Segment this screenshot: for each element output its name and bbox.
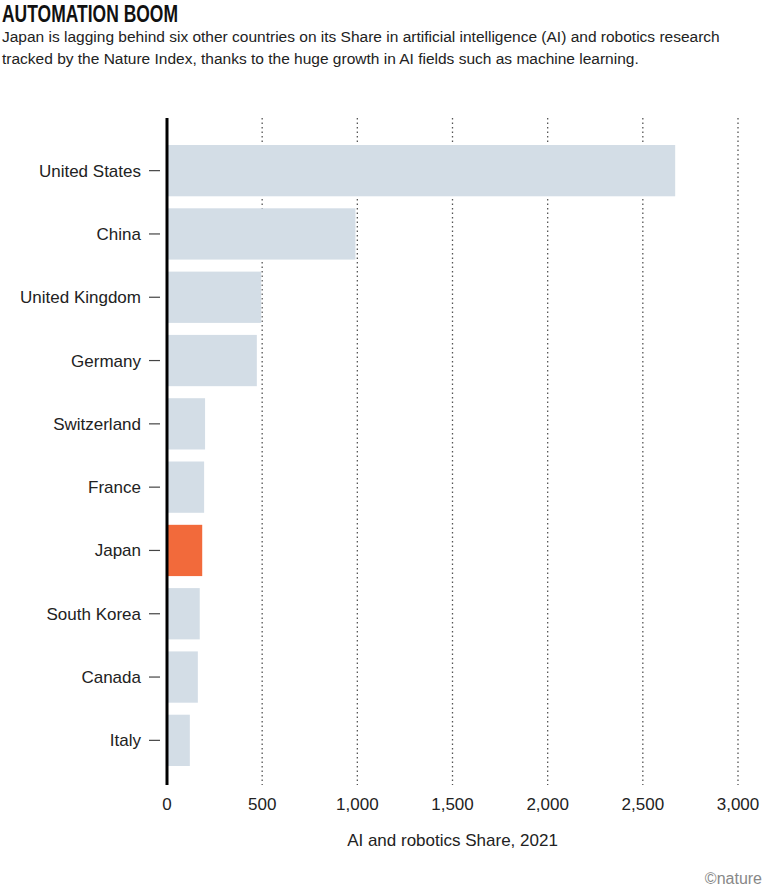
grid-line [452,118,453,785]
axis-line [166,118,169,785]
category-tick [149,676,160,677]
category-label: United Kingdom [20,288,141,307]
category-tick [149,233,160,234]
bar [167,208,355,259]
category-tick [149,613,160,614]
bar [167,715,190,766]
tick-label: 1,000 [336,795,379,814]
bar [167,272,261,323]
bar [167,462,204,513]
grid-line [642,118,643,785]
category-tick [149,170,160,171]
chart: AUTOMATION BOOMJapan is lagging behind s… [0,0,767,894]
tick-label: 3,000 [717,795,760,814]
bars [167,145,675,766]
title: AUTOMATION BOOM [2,0,178,27]
axis-label: AI and robotics Share, 2021 [347,831,558,850]
grid-line [737,118,738,785]
tick-label: 2,000 [526,795,569,814]
category-tick [149,487,160,488]
bar [167,651,198,702]
bar [167,588,200,639]
category-label: China [97,225,142,244]
category-label: Italy [110,731,142,750]
grid-line [547,118,548,785]
subtitle: Japan is lagging behind six other countr… [2,28,720,67]
grid-line [357,118,358,785]
category-label: United States [39,162,141,181]
bar [167,335,257,386]
category-tick [149,297,160,298]
tick-label: 500 [248,795,276,814]
bar [167,145,675,196]
category-label: Canada [81,668,141,687]
category-tick [149,360,160,361]
bar [167,398,205,449]
category-tick [149,423,160,424]
tick-label: 1,500 [431,795,474,814]
category-label: Germany [71,352,141,371]
category-label: Switzerland [53,415,141,434]
category-tick [149,550,160,551]
tick-label: 0 [162,795,171,814]
category-label: Japan [95,541,141,560]
source: ©nature [705,870,762,887]
category-label: South Korea [46,605,141,624]
category-label: France [88,478,141,497]
category-tick [149,740,160,741]
tick-label: 2,500 [622,795,665,814]
bar [167,525,202,576]
